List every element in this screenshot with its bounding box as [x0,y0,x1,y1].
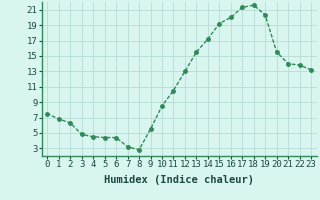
X-axis label: Humidex (Indice chaleur): Humidex (Indice chaleur) [104,175,254,185]
